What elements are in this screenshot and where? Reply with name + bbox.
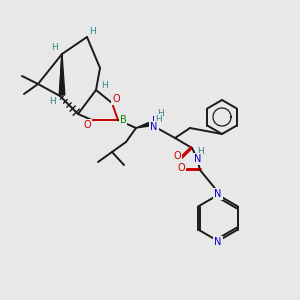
Text: H: H	[100, 80, 107, 89]
Text: O: O	[112, 94, 120, 104]
Text: N: N	[150, 122, 158, 132]
Text: N: N	[152, 116, 160, 126]
Text: N: N	[214, 189, 222, 199]
Text: H: H	[198, 148, 204, 157]
Text: H: H	[49, 97, 56, 106]
Polygon shape	[59, 54, 65, 95]
Text: H: H	[51, 43, 57, 52]
Text: H: H	[154, 116, 161, 124]
Text: O: O	[83, 120, 91, 130]
Text: N: N	[194, 154, 202, 164]
Text: H: H	[157, 110, 164, 118]
Text: O: O	[173, 151, 181, 161]
Text: H: H	[90, 28, 96, 37]
Text: O: O	[177, 163, 185, 173]
Text: N: N	[214, 237, 222, 247]
Text: B: B	[120, 115, 126, 125]
Polygon shape	[136, 119, 158, 128]
